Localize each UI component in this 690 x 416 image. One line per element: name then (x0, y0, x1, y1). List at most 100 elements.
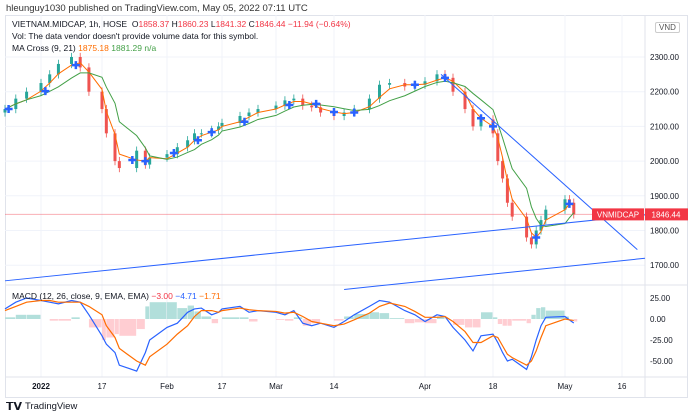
candle (148, 157, 152, 165)
macd-histogram-bar (187, 305, 194, 319)
time-tick-label: Feb (160, 382, 174, 391)
currency-badge[interactable]: VND (655, 22, 680, 33)
macd-histogram-bar (177, 308, 188, 319)
close-value: 1846.44 (254, 19, 286, 29)
candle (319, 107, 323, 113)
candle (496, 133, 500, 162)
ma-extra-value: n/a (144, 43, 157, 53)
macd-histogram-bar (71, 317, 80, 319)
candle (563, 199, 567, 210)
candle (56, 63, 60, 75)
tradingview-logo-icon: 𝗧𝗩 (6, 401, 23, 413)
candle (193, 133, 196, 141)
candle (70, 57, 73, 64)
macd-value: −4.71 (175, 291, 197, 301)
macd-tick-label: 0.00 (650, 315, 666, 324)
macd-histogram-bar (194, 311, 201, 319)
candle (199, 133, 203, 135)
ma-fast-line (4, 62, 574, 239)
candle (100, 91, 104, 110)
ma-slow-value: 1881.29 (111, 43, 142, 53)
candle (274, 105, 278, 110)
macd-tick-label: 25.00 (650, 294, 671, 303)
macd-histogram-bar (5, 317, 16, 319)
candle (78, 57, 82, 68)
ma-cross-marker-icon (312, 99, 321, 108)
macd-histogram-bar (573, 319, 578, 322)
macd-histogram-bar (369, 312, 379, 319)
macd-histogram-bar (145, 306, 150, 319)
ma-label: MA Cross (9, 21) (12, 43, 76, 53)
macd-histogram-bar (531, 314, 536, 319)
macd-hist-value: −3.00 (151, 291, 173, 301)
macd-histogram-bar (507, 319, 512, 326)
low-label: L (210, 19, 216, 29)
open-label: O (131, 19, 139, 29)
candle (505, 178, 509, 203)
candle (301, 98, 305, 106)
trendline (344, 257, 646, 290)
trendline (4, 214, 646, 282)
low-value: 1841.32 (215, 19, 247, 29)
macd-histogram-bar (311, 319, 321, 324)
macd-histogram-bar (88, 319, 102, 328)
candle (529, 237, 533, 245)
ma-slow-line (4, 72, 575, 227)
footer-brand[interactable]: 𝗧𝗩 TradingView (6, 400, 77, 413)
candle (25, 91, 29, 99)
macd-histogram-bar (404, 319, 415, 324)
macd-histogram-bar (379, 313, 390, 319)
candle (423, 81, 427, 85)
symbol-legend: VIETNAM.MIDCAP, 1h, HOSE O1858.37 H1860.… (12, 19, 351, 29)
ma-cross-marker-icon (169, 149, 178, 158)
macd-histogram-bar (497, 319, 503, 325)
ma-cross-marker-icon (141, 157, 150, 166)
volume-note: Vol: The data vendor doesn't provide vol… (12, 31, 259, 41)
ma-cross-marker-icon (330, 107, 338, 116)
macd-label: MACD (12, 26, close, 9, EMA, EMA) (12, 291, 149, 301)
price-tick-label: 1800.00 (650, 227, 679, 236)
candle (220, 122, 224, 127)
ma-cross-marker-icon (41, 87, 50, 96)
symbol-info: VIETNAM.MIDCAP, 1h, HOSE (12, 19, 128, 29)
macd-histogram-bar (453, 319, 465, 325)
price-tag-symbol: VNMIDCAP (597, 210, 639, 219)
candle (435, 74, 439, 82)
candle (104, 109, 108, 134)
macd-histogram-bar (249, 319, 258, 322)
ma-cross-marker-icon (71, 61, 80, 70)
macd-histogram-bar (115, 319, 119, 335)
macd-histogram-bar (541, 307, 546, 319)
macd-histogram-bar (276, 319, 285, 320)
candle (501, 161, 505, 179)
candle (342, 112, 346, 116)
macd-histogram-bar (481, 312, 493, 319)
ma-cross-marker-icon (410, 80, 419, 89)
macd-histogram-bar (302, 319, 312, 326)
close-label: C (248, 19, 255, 29)
price-tick-label: 2200.00 (650, 88, 679, 97)
time-tick-label: 17 (98, 382, 107, 391)
macd-legend: MACD (12, 26, close, 9, EMA, EMA) −3.00 … (12, 291, 221, 301)
ma-cross-marker-icon (285, 101, 294, 110)
ma-cross-marker-icon (4, 105, 13, 114)
macd-histogram-bar (26, 314, 41, 319)
ma-cross-marker-icon (207, 128, 216, 137)
ma-cross-marker-icon (240, 117, 249, 126)
candle (367, 98, 371, 110)
candle (247, 112, 251, 116)
macd-histogram-bar (425, 319, 437, 324)
time-tick-label: May (557, 382, 572, 391)
macd-histogram-bar (512, 319, 527, 321)
open-value: 1858.37 (138, 19, 170, 29)
price-tag-value-bg (645, 208, 688, 221)
macd-line (4, 297, 575, 372)
candle (39, 83, 43, 92)
publisher-line: hleunguy1030 published on TradingView.co… (6, 3, 308, 14)
time-tick-label: Mar (269, 382, 283, 391)
macd-histogram-bar (284, 319, 294, 321)
candle (186, 140, 190, 148)
price-tick-label: 1700.00 (650, 261, 679, 270)
macd-histogram-bar (106, 319, 115, 338)
